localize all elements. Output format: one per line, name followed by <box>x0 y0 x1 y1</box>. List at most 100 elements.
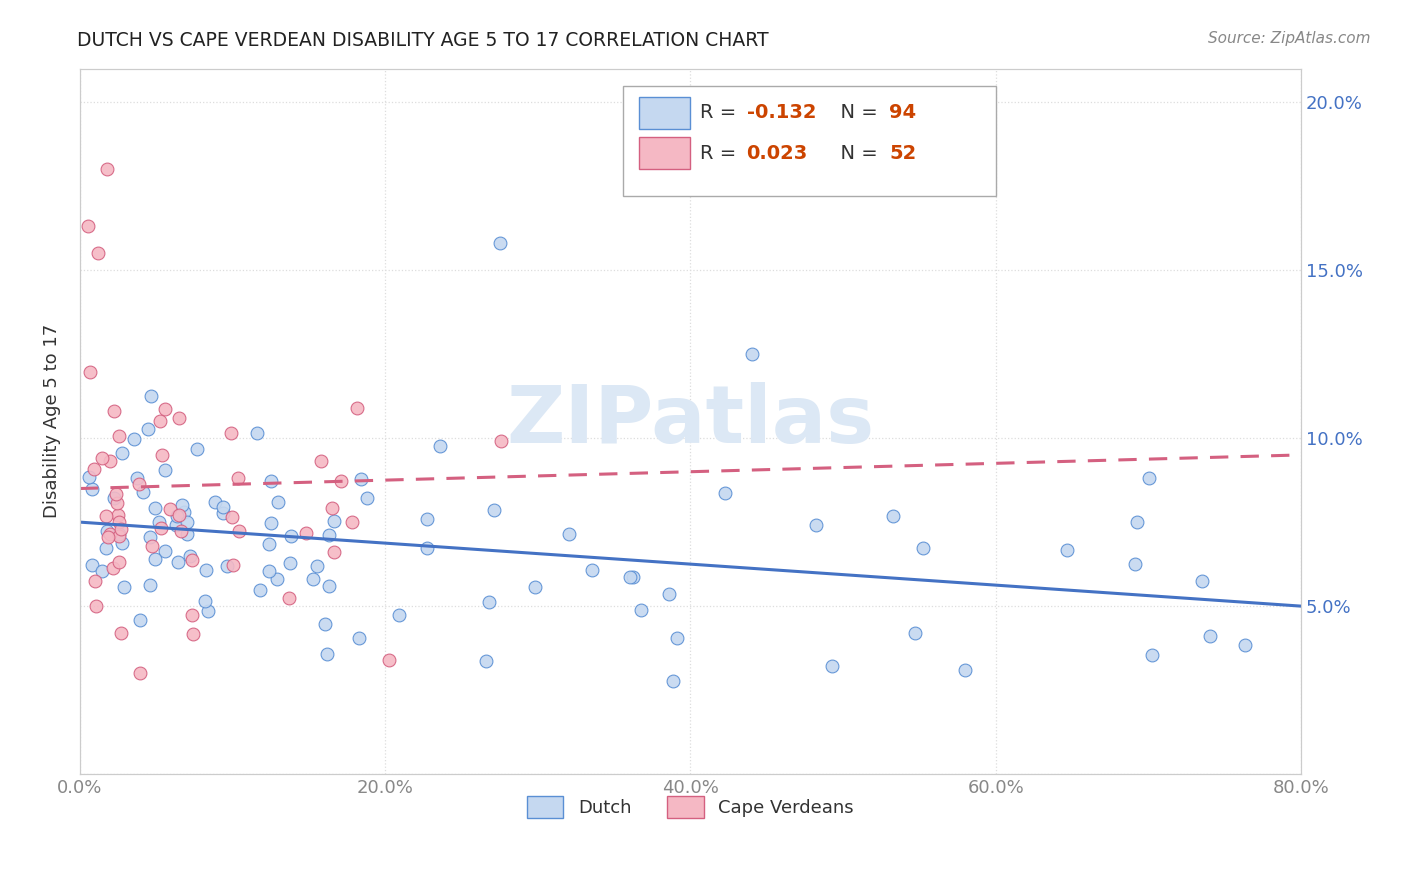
Text: N =: N = <box>828 144 884 162</box>
Point <box>91 564 114 578</box>
Point <box>96 162 118 177</box>
Point <box>294 526 316 541</box>
Point <box>259 475 281 489</box>
Text: 94: 94 <box>890 103 917 122</box>
Point <box>804 518 827 533</box>
Point <box>228 524 250 538</box>
Point <box>94 541 117 556</box>
Point <box>110 626 132 640</box>
Point <box>167 555 190 569</box>
Point <box>415 541 437 555</box>
Point <box>221 426 243 441</box>
Point <box>105 496 128 510</box>
Point <box>84 574 107 588</box>
Point <box>489 434 512 449</box>
Point <box>581 563 603 577</box>
Point <box>83 461 105 475</box>
Point <box>322 515 344 529</box>
Point <box>77 470 100 484</box>
Y-axis label: Disability Age 5 to 17: Disability Age 5 to 17 <box>44 324 60 518</box>
Point <box>1199 629 1222 643</box>
Point <box>194 594 217 608</box>
Point <box>484 503 506 517</box>
Point <box>740 347 762 361</box>
Point <box>129 666 152 681</box>
Point <box>912 541 935 556</box>
Point <box>621 570 644 584</box>
Point <box>346 401 368 416</box>
Point <box>278 591 301 605</box>
Point <box>558 527 581 541</box>
Point <box>103 491 125 505</box>
Point <box>79 365 101 379</box>
Point <box>619 570 641 584</box>
Text: ZIPatlas: ZIPatlas <box>506 383 875 460</box>
Point <box>321 501 343 516</box>
Point <box>181 627 204 641</box>
Point <box>378 653 401 667</box>
Legend: Dutch, Cape Verdeans: Dutch, Cape Verdeans <box>520 789 860 825</box>
Point <box>1137 470 1160 484</box>
Point <box>169 411 191 425</box>
Point <box>153 463 176 477</box>
Point <box>139 578 162 592</box>
Point <box>307 559 329 574</box>
Point <box>204 495 226 509</box>
Point <box>110 522 132 536</box>
Point <box>128 477 150 491</box>
Point <box>101 561 124 575</box>
Point <box>107 508 129 522</box>
Point <box>211 506 233 520</box>
Point <box>143 501 166 516</box>
Point <box>107 529 129 543</box>
FancyBboxPatch shape <box>623 87 995 195</box>
Point <box>904 625 927 640</box>
Point <box>350 472 373 486</box>
Point <box>977 169 1000 183</box>
Point <box>108 429 131 443</box>
Point <box>347 631 370 645</box>
Point <box>257 564 280 578</box>
Text: R =: R = <box>700 103 742 122</box>
Point <box>222 558 245 572</box>
Point <box>176 526 198 541</box>
Point <box>1233 638 1256 652</box>
Point <box>1191 574 1213 589</box>
Text: N =: N = <box>828 103 884 122</box>
Point <box>387 607 409 622</box>
Text: R =: R = <box>700 144 742 162</box>
Point <box>280 528 302 542</box>
Point <box>103 404 125 418</box>
Point <box>166 509 188 524</box>
Point <box>301 573 323 587</box>
Point <box>662 673 685 688</box>
FancyBboxPatch shape <box>640 96 690 129</box>
Point <box>80 482 103 496</box>
Point <box>309 453 332 467</box>
Point <box>194 564 217 578</box>
Point <box>100 527 122 541</box>
Point <box>86 599 108 613</box>
Point <box>226 471 249 485</box>
Point <box>170 524 193 538</box>
Point <box>87 246 110 260</box>
Point <box>340 515 363 529</box>
Text: 52: 52 <box>890 144 917 162</box>
Point <box>181 607 204 622</box>
Text: Source: ZipAtlas.com: Source: ZipAtlas.com <box>1208 31 1371 46</box>
Point <box>221 510 243 524</box>
Point <box>666 632 689 646</box>
Point <box>148 516 170 530</box>
Point <box>429 439 451 453</box>
Text: -0.132: -0.132 <box>747 103 815 122</box>
Point <box>150 448 173 462</box>
Point <box>155 544 177 558</box>
Point <box>318 528 340 542</box>
Point <box>186 442 208 457</box>
Point <box>1126 515 1149 529</box>
Point <box>104 487 127 501</box>
Point <box>197 604 219 618</box>
Point <box>176 516 198 530</box>
Point <box>173 505 195 519</box>
Point <box>82 558 104 573</box>
